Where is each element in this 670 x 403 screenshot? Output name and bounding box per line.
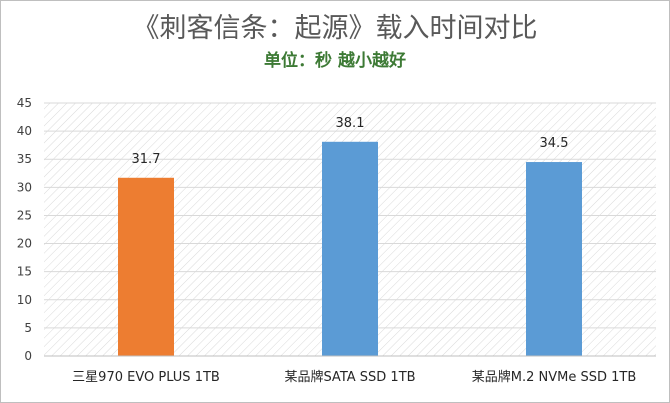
x-axis: 三星970 EVO PLUS 1TB 某品牌SATA SSD 1TB 某品牌M.2 … <box>44 355 656 385</box>
bars: 31.7 38.1 34.5 <box>118 116 582 356</box>
y-tick-label: 0 <box>24 349 32 363</box>
y-tick-label: 15 <box>17 265 32 279</box>
data-label: 38.1 <box>336 116 365 131</box>
y-axis: 0 5 10 15 20 25 30 35 40 45 <box>17 96 32 363</box>
y-tick-label: 35 <box>17 152 32 166</box>
y-tick-label: 5 <box>24 321 32 335</box>
chart-title: 《刺客信条：起源》载入时间对比 <box>132 13 538 44</box>
y-tick-label: 40 <box>17 124 32 138</box>
bar <box>526 162 582 356</box>
y-tick-label: 20 <box>17 237 32 251</box>
y-tick-label: 10 <box>17 293 32 307</box>
x-category-label: 某品牌M.2 NVMe SSD 1TB <box>472 369 637 385</box>
x-category-label: 三星970 EVO PLUS 1TB <box>72 370 220 385</box>
y-tick-label: 45 <box>17 96 32 110</box>
y-tick-label: 25 <box>17 208 32 222</box>
bar <box>118 177 174 356</box>
x-category-label: 某品牌SATA SSD 1TB <box>284 369 415 385</box>
y-tick-label: 30 <box>17 180 32 194</box>
bar <box>322 141 378 356</box>
chart-subtitle: 单位：秒 越小越好 <box>264 51 406 71</box>
data-label: 34.5 <box>540 136 569 151</box>
data-label: 31.7 <box>132 152 161 167</box>
